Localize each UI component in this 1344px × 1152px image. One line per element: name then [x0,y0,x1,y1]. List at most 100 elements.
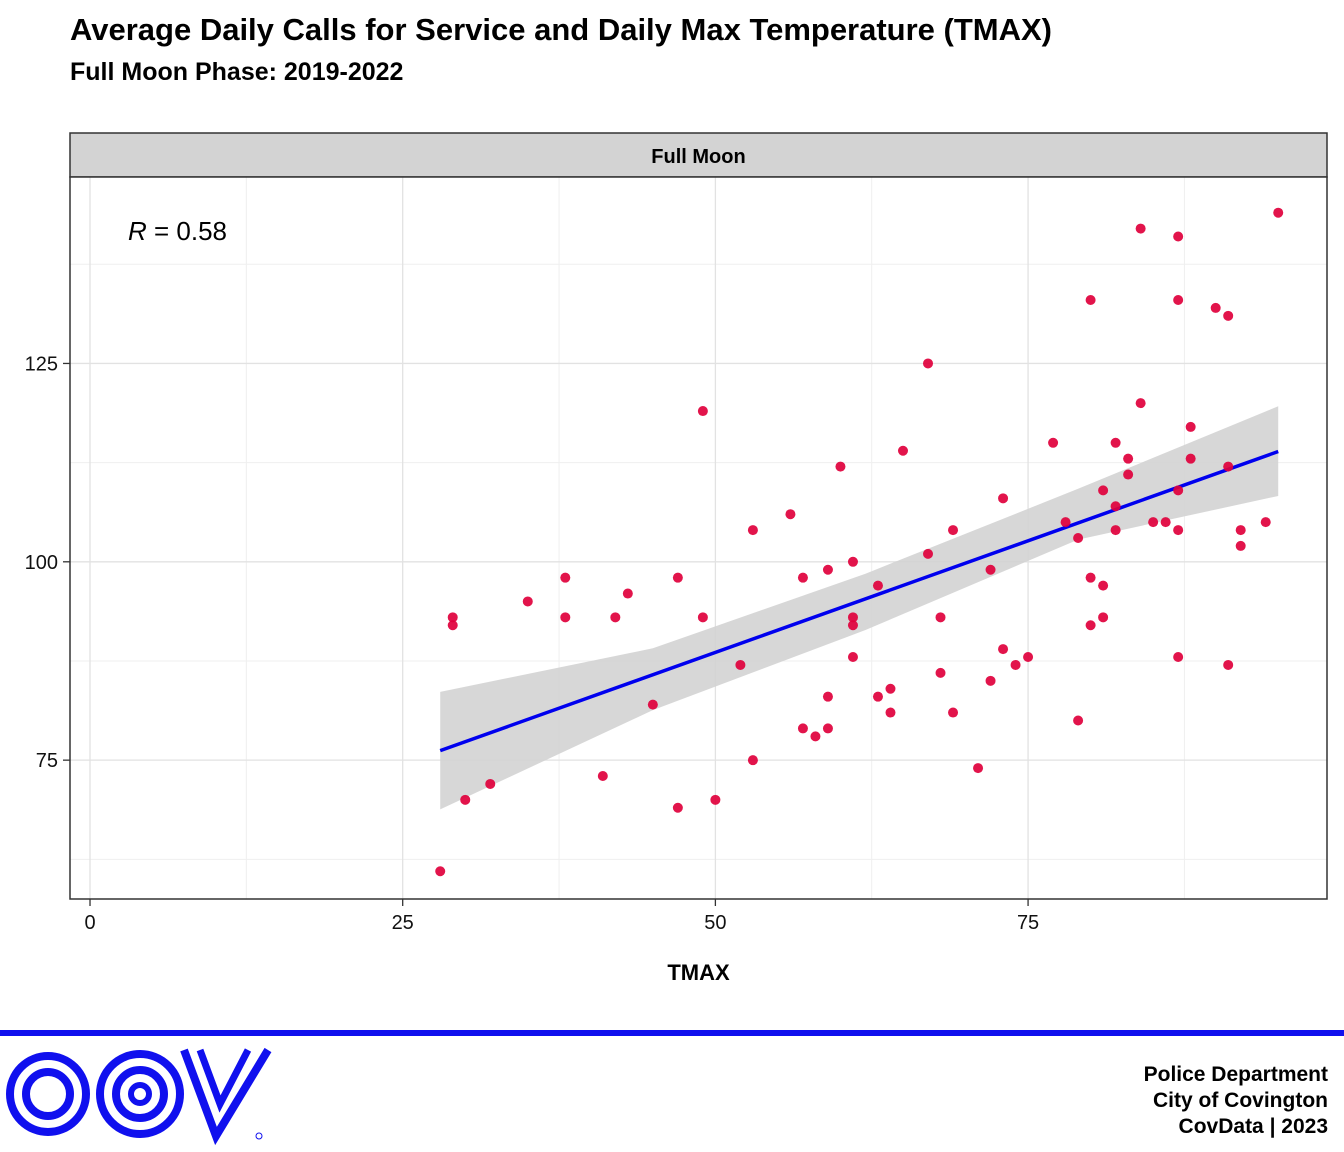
data-point [985,675,996,686]
data-point [435,866,446,877]
data-point [1235,525,1246,536]
footer-divider [0,1030,1344,1036]
data-point [885,707,896,718]
data-point [1185,453,1196,464]
data-point [1173,231,1184,242]
data-point [973,763,984,774]
facet-label: Full Moon [651,146,745,168]
data-point [1098,580,1109,591]
data-point [1173,485,1184,496]
data-point [1223,659,1234,670]
x-tick-label: 50 [704,912,726,934]
data-point [847,612,858,623]
x-tick-label: 0 [84,912,95,934]
data-point [1260,517,1271,528]
data-point [1098,485,1109,496]
data-point [622,588,633,599]
data-point [1110,525,1121,536]
x-tick-label: 75 [1017,912,1039,934]
footer-line-covdata: CovData | 2023 [1178,1115,1328,1138]
data-point [935,612,946,623]
data-point [1098,612,1109,623]
data-point [985,564,996,575]
data-point [1223,461,1234,472]
data-point [672,802,683,813]
data-point [1123,453,1134,464]
data-point [1235,540,1246,551]
data-point [1173,652,1184,663]
data-point [1110,501,1121,512]
data-point [1273,207,1284,218]
data-point [872,691,883,702]
data-point [1085,294,1096,305]
data-point [485,778,496,789]
data-point [822,691,833,702]
data-point [1010,659,1021,670]
data-point [1135,398,1146,409]
data-point [447,620,458,631]
data-point [1073,533,1084,543]
data-point [1173,525,1184,536]
data-point [785,509,796,520]
trend-line [439,449,1279,753]
data-point [1123,469,1134,480]
confidence-band-layer [440,406,1279,810]
data-point [1148,517,1159,528]
trend-line-layer [439,449,1279,753]
y-tick-label: 125 [25,353,58,375]
data-point [522,596,533,607]
data-point [1160,517,1171,528]
data-point [597,771,608,782]
data-point [1060,517,1071,528]
data-point [797,723,808,734]
y-tick-label: 75 [36,750,58,772]
data-point [610,612,621,623]
data-point [948,525,959,536]
correlation-variable: R [128,216,147,246]
data-point [697,406,708,417]
data-point [897,445,908,456]
footer-line-city: City of Covington [1153,1089,1328,1112]
data-point [923,548,934,559]
data-point [710,794,721,805]
data-point [1048,437,1059,448]
data-point [822,564,833,575]
data-point [1023,652,1034,663]
data-point [998,644,1009,655]
x-axis-label: TMAX [667,960,730,985]
data-point [747,755,758,766]
x-tick-label: 25 [392,912,414,934]
data-point [847,556,858,567]
data-point [948,707,959,718]
data-point [560,572,571,583]
data-point [935,667,946,678]
data-point [835,461,846,472]
data-point [797,572,808,583]
data-point [847,652,858,663]
data-point [1210,302,1221,313]
data-point [822,723,833,734]
data-point [1185,421,1196,432]
axes: 0 25 50 75 75 100 125 [25,353,1040,934]
data-point [697,612,708,623]
data-points [435,207,1284,877]
data-point [1223,310,1234,321]
data-point [747,525,758,536]
data-point [1073,715,1084,726]
data-point [460,794,471,805]
correlation-annotation: R = 0.58 [128,216,227,246]
data-point [560,612,571,623]
data-point [735,659,746,670]
data-point [447,612,458,623]
data-point [885,683,896,694]
data-point [1135,223,1146,234]
correlation-value: = 0.58 [147,216,227,246]
data-point [672,572,683,583]
data-point [1085,572,1096,583]
footer-credit: Police Department City of Covington CovD… [1144,1062,1328,1140]
chart-subtitle: Full Moon Phase: 2019-2022 [70,58,404,86]
data-point [647,699,658,710]
panel-border [69,176,1328,900]
footer-line-department: Police Department [1143,1063,1328,1086]
data-point [1110,437,1121,448]
